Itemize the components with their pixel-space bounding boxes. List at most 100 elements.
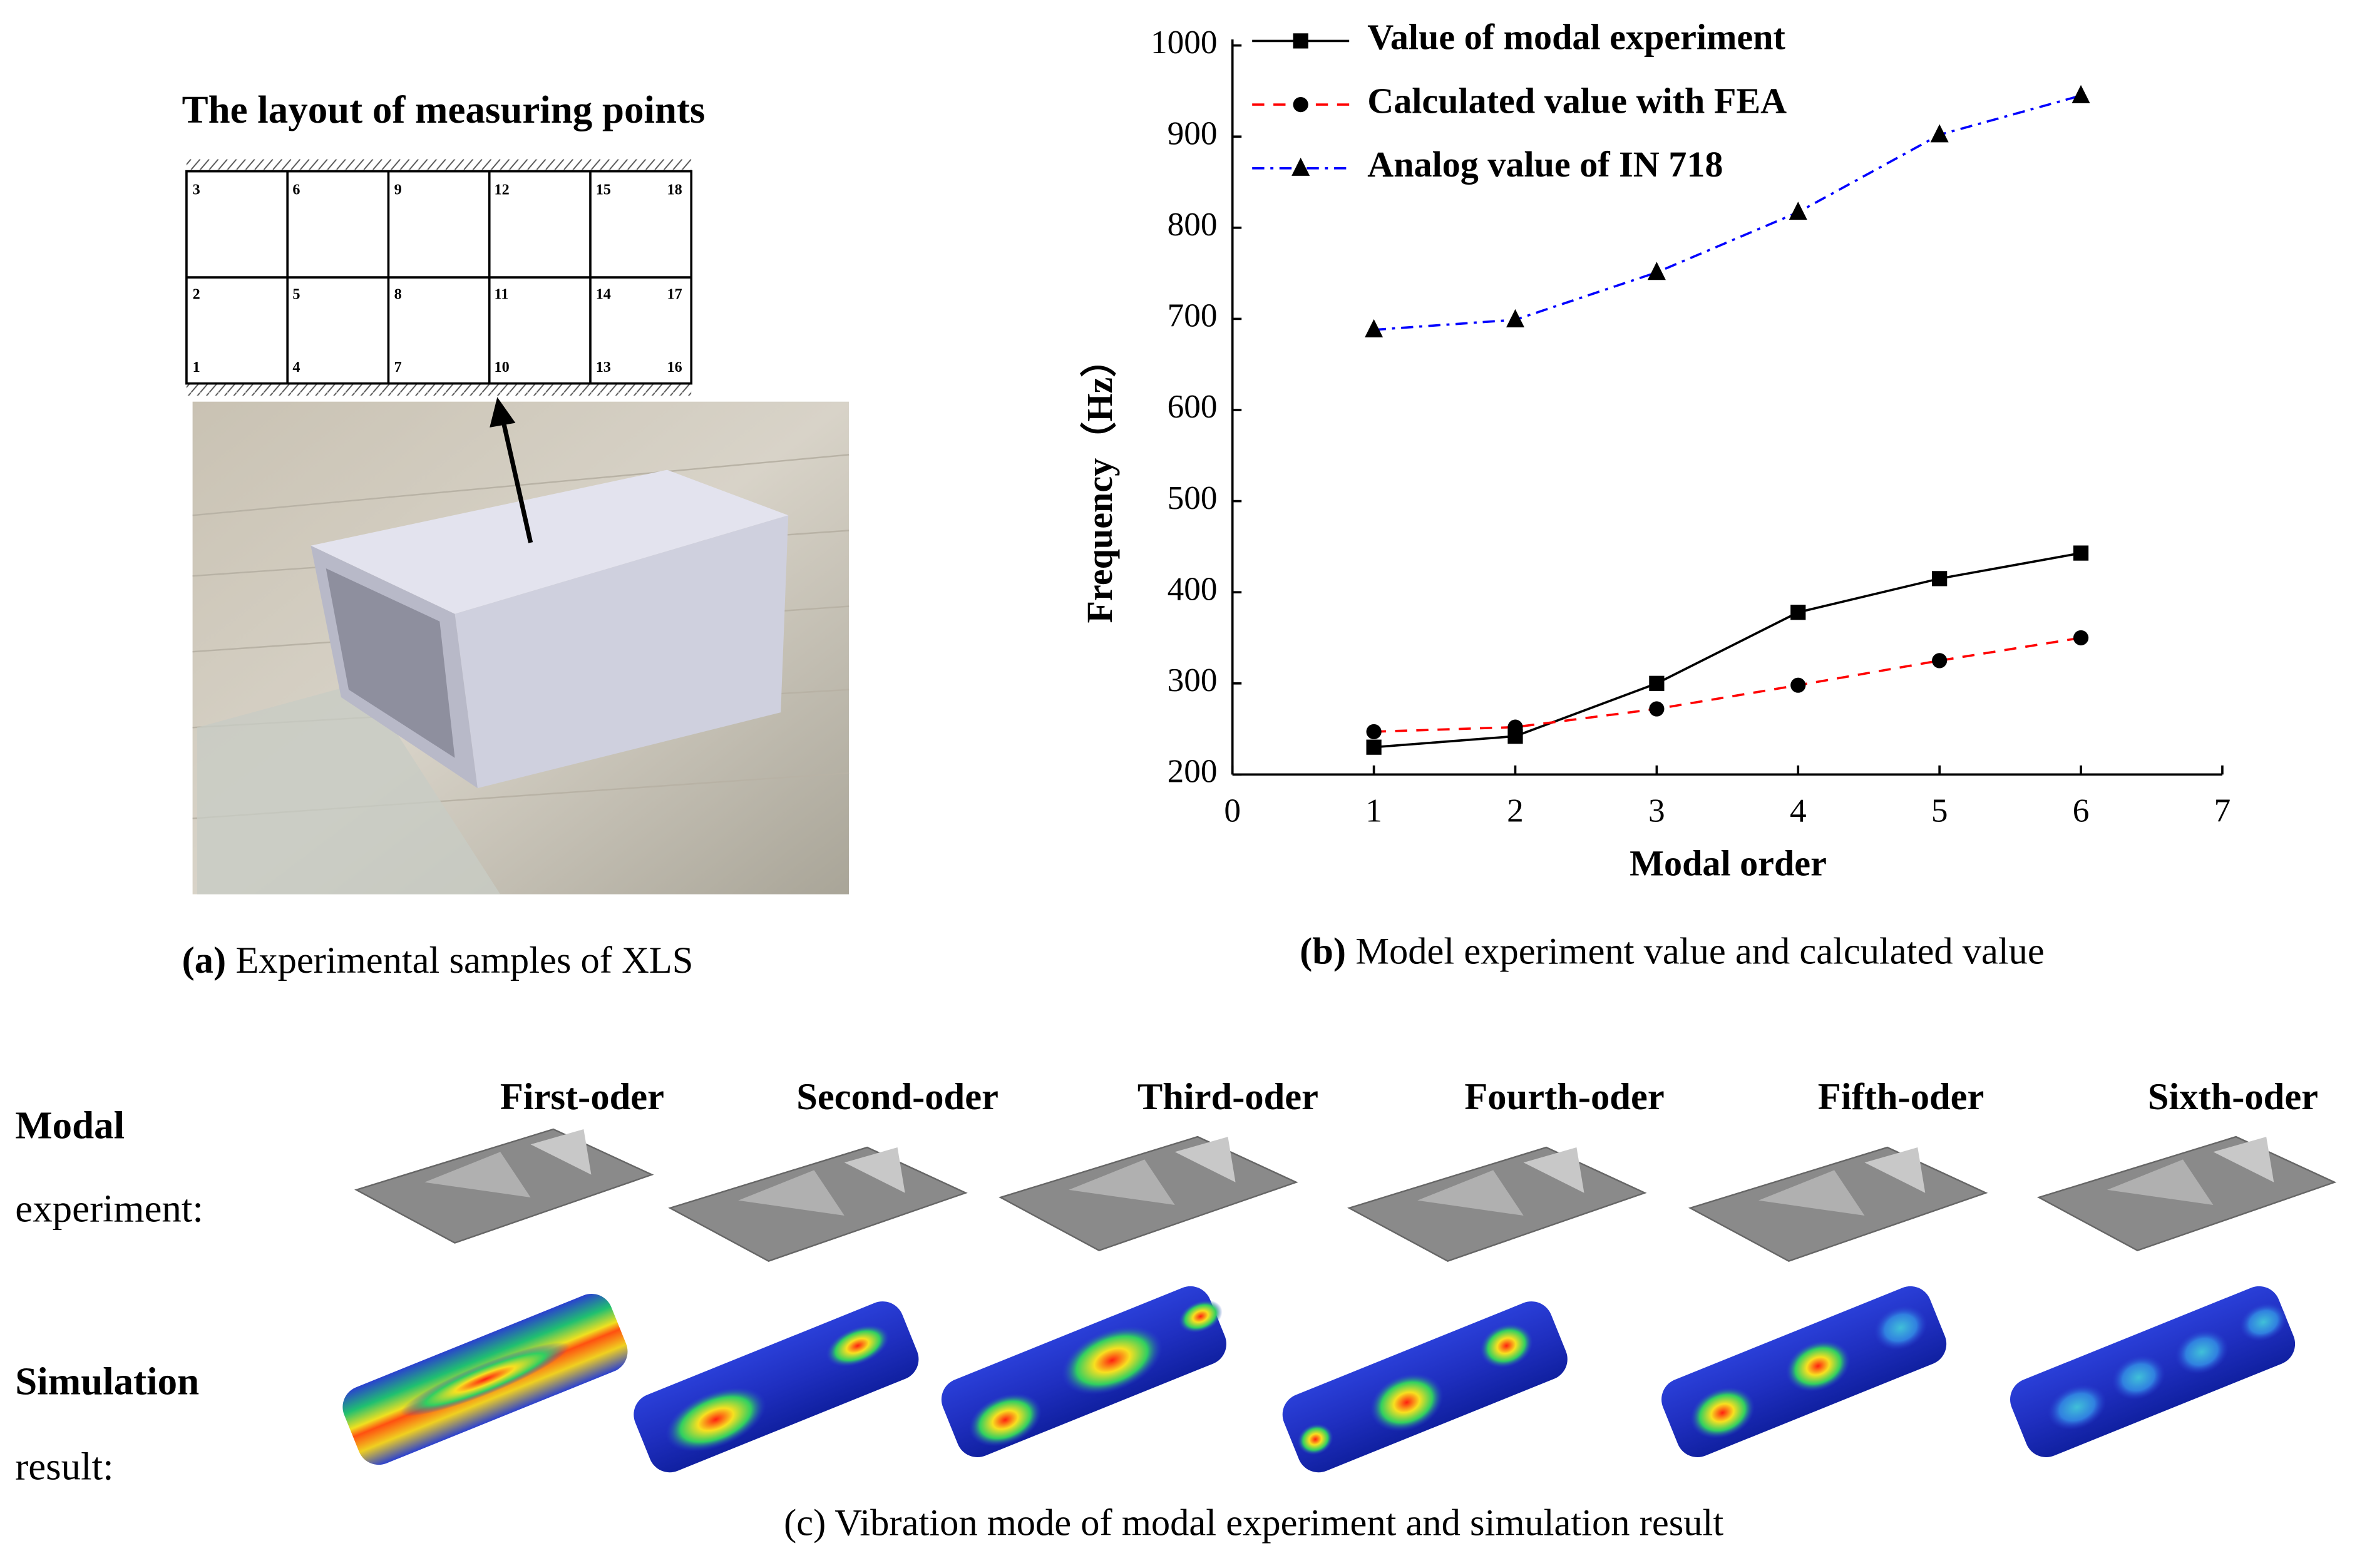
layout-title: The layout of measuring points xyxy=(182,88,706,131)
point-number: 3 xyxy=(193,182,200,198)
x-tick-label: 4 xyxy=(1790,792,1807,829)
experiment-facet xyxy=(1523,1147,1584,1193)
marker xyxy=(1291,157,1310,176)
tube-body xyxy=(634,1301,919,1473)
y-tick-label: 800 xyxy=(1168,206,1218,243)
mode-spot xyxy=(1480,1323,1533,1368)
row1-label: Modal xyxy=(15,1103,125,1147)
y-tick-label: 900 xyxy=(1168,115,1218,151)
marker xyxy=(1293,96,1308,113)
point-number: 14 xyxy=(596,286,611,303)
mode-spot xyxy=(2048,1384,2107,1430)
ruler xyxy=(197,682,501,894)
point-number: 13 xyxy=(596,359,611,376)
arrow xyxy=(501,421,533,543)
y-tick-label: 200 xyxy=(1168,753,1218,790)
marker xyxy=(1507,719,1523,735)
marker xyxy=(1293,33,1308,49)
row2-label: result: xyxy=(15,1444,113,1488)
point-number: 18 xyxy=(667,182,682,198)
marker xyxy=(1649,701,1665,717)
simulation-tube xyxy=(2010,1286,2296,1457)
simulation-tube xyxy=(342,1293,628,1465)
y-axis-label: Frequency（Hz） xyxy=(1079,341,1120,623)
experiment-facet xyxy=(1069,1159,1175,1206)
mode-title: Fifth-oder xyxy=(1818,1076,1984,1118)
point-number: 10 xyxy=(494,359,509,376)
mode-spot xyxy=(665,1387,766,1452)
row2-label: Simulation xyxy=(15,1360,199,1403)
box-side xyxy=(454,515,789,789)
marker xyxy=(1366,739,1382,755)
y-tick-label: 600 xyxy=(1168,388,1218,425)
mode-spot xyxy=(2239,1303,2287,1341)
mode-spot xyxy=(826,1325,890,1367)
mode-spot xyxy=(2112,1355,2165,1400)
mode-spot xyxy=(968,1393,1042,1447)
mode-spot xyxy=(1785,1340,1851,1392)
mode-spot xyxy=(400,1342,570,1417)
marker xyxy=(1649,675,1665,691)
simulation-tube xyxy=(1661,1286,1947,1457)
experiment-facet xyxy=(1864,1147,1926,1193)
experiment-facet xyxy=(738,1170,845,1216)
mode-spot xyxy=(1370,1373,1444,1432)
marker xyxy=(1790,605,1806,620)
x-tick-label: 3 xyxy=(1648,792,1665,829)
marker xyxy=(1932,653,1948,669)
x-tick-label: 6 xyxy=(2073,792,2090,829)
x-tick-label: 7 xyxy=(2214,792,2231,829)
marker xyxy=(1647,262,1666,280)
grid-lines xyxy=(186,171,692,384)
marker xyxy=(2073,630,2089,646)
marker xyxy=(1930,124,1949,143)
point-number: 17 xyxy=(667,286,682,303)
panel-a: The layout of measuring points (a) Exper… xyxy=(182,88,850,981)
marker xyxy=(1932,571,1948,587)
experiment-facet xyxy=(844,1147,905,1193)
point-number: 9 xyxy=(394,182,402,198)
y-tick-label: 300 xyxy=(1168,662,1218,699)
mode-title: First-oder xyxy=(500,1076,664,1118)
point-number: 1 xyxy=(193,359,200,376)
marker xyxy=(2072,85,2090,103)
x-tick-label: 1 xyxy=(1365,792,1382,829)
point-number: 7 xyxy=(394,359,402,376)
y-tick-label: 1000 xyxy=(1151,24,1218,61)
mode-title: Second-oder xyxy=(796,1076,999,1118)
experiment-facet xyxy=(2213,1137,2274,1182)
point-number: 8 xyxy=(394,286,402,303)
hatch-bottom xyxy=(186,383,692,396)
point-number: 12 xyxy=(494,182,509,198)
mode-title: Third-oder xyxy=(1137,1076,1318,1118)
caption-b: (b) Model experiment value and calculate… xyxy=(1300,930,2045,972)
simulation-tube xyxy=(1282,1301,1568,1473)
hatch-top xyxy=(186,159,692,172)
marker xyxy=(2073,545,2089,561)
panel-b: Frequency（Hz） Modal order (b) Model expe… xyxy=(1079,17,2231,973)
experiment-facet xyxy=(424,1152,531,1197)
experiment-facet xyxy=(530,1129,592,1175)
y-tick-label: 700 xyxy=(1168,297,1218,334)
point-number: 6 xyxy=(292,182,300,198)
caption-c: (c) Vibration mode of modal experiment a… xyxy=(784,1502,1723,1544)
mode-spot xyxy=(1061,1326,1163,1395)
point-number: 5 xyxy=(292,286,300,303)
caption-a-label: (a) xyxy=(182,940,227,981)
caption-b-label: (b) xyxy=(1300,930,1346,972)
y-tick-label: 400 xyxy=(1168,570,1218,607)
point-number: 16 xyxy=(667,359,682,376)
box-inside xyxy=(326,568,455,758)
marker xyxy=(1789,202,1807,220)
x-tick-label: 5 xyxy=(1931,792,1948,829)
point-number: 15 xyxy=(596,182,611,198)
x-tick-label: 0 xyxy=(1224,792,1241,829)
series-line xyxy=(1373,94,2082,331)
x-tick-label: 2 xyxy=(1507,792,1524,829)
legend-label: Value of modal experiment xyxy=(1367,17,1785,58)
y-tick-label: 500 xyxy=(1168,479,1218,516)
caption-b-text: Model experiment value and calculated va… xyxy=(1355,930,2045,972)
series-line xyxy=(1373,637,2082,733)
row1-label: experiment: xyxy=(15,1187,203,1231)
mode-spot xyxy=(1178,1299,1223,1333)
